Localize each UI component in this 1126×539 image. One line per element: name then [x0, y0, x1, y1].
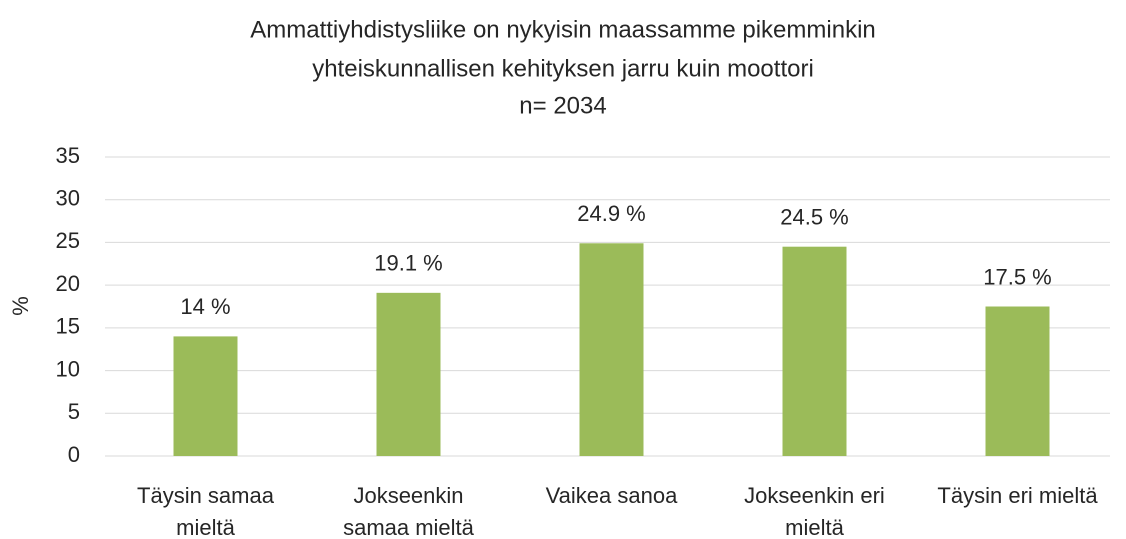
y-tick-label: 0 — [68, 442, 80, 467]
y-tick-label: 10 — [56, 356, 80, 381]
x-tick-label: Jokseenkin — [353, 483, 463, 508]
y-tick-label: 30 — [56, 186, 80, 211]
x-tick-label: samaa mieltä — [343, 515, 475, 539]
data-label: 17.5 % — [983, 264, 1052, 289]
y-tick-label: 35 — [56, 143, 80, 168]
data-label: 24.5 % — [780, 205, 849, 230]
y-axis-label: % — [8, 296, 33, 316]
bar — [985, 306, 1050, 456]
y-tick-label: 15 — [56, 314, 80, 339]
data-label: 24.9 % — [577, 201, 646, 226]
x-tick-label: Täysin samaa — [137, 483, 275, 508]
data-label: 14 % — [180, 294, 230, 319]
x-tick-label: mieltä — [176, 515, 235, 539]
chart-subtitle: n= 2034 — [519, 92, 606, 119]
bar — [579, 243, 644, 456]
x-tick-label: Jokseenkin eri — [744, 483, 885, 508]
bar — [173, 336, 238, 456]
x-tick-label: Täysin eri mieltä — [937, 483, 1098, 508]
y-tick-label: 25 — [56, 228, 80, 253]
y-tick-label: 20 — [56, 271, 80, 296]
data-label: 19.1 % — [374, 251, 443, 276]
y-tick-label: 5 — [68, 399, 80, 424]
bar — [782, 246, 847, 456]
x-tick-label: mieltä — [785, 515, 844, 539]
chart-title: Ammattiyhdistysliike on nykyisin maassam… — [250, 16, 876, 43]
bar — [376, 292, 441, 456]
x-tick-label: Vaikea sanoa — [546, 483, 678, 508]
chart-title: yhteiskunnallisen kehityksen jarru kuin … — [312, 55, 814, 82]
